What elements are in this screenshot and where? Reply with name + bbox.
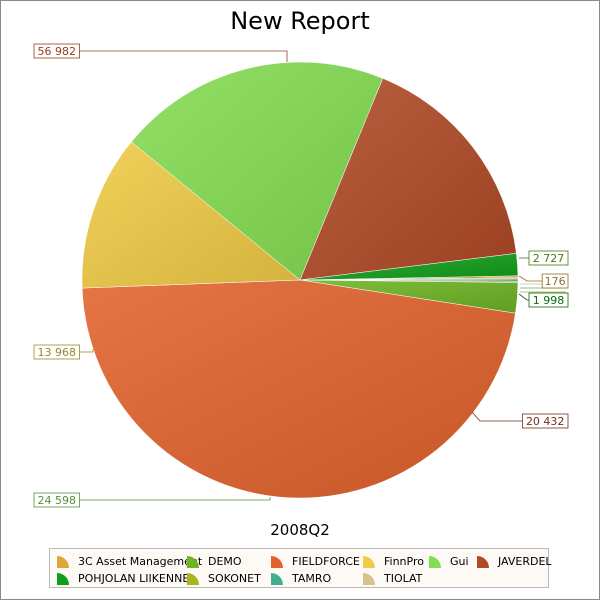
legend-swatch-fieldforce — [271, 555, 283, 568]
data-label-box-demo — [528, 250, 569, 266]
chart-title: New Report — [230, 7, 370, 35]
legend-label: DEMO — [208, 555, 242, 568]
legend-item-tiolat: TIOLAT — [362, 571, 422, 586]
data-label-box-pohjolan-liikenne — [528, 292, 569, 308]
legend-label: 3C Asset Management — [78, 555, 203, 568]
legend-label: FIELDFORCE — [292, 555, 360, 568]
leader-line-3c-asset-management — [518, 275, 543, 282]
legend-item-fieldforce: FIELDFORCE — [270, 554, 360, 569]
legend-item-demo: DEMO — [186, 554, 242, 569]
legend-label: TIOLAT — [384, 572, 423, 585]
legend-swatch-sokonet — [187, 572, 199, 585]
data-label-box-gui — [33, 492, 80, 508]
leader-line-pohjolan-liikenne — [518, 293, 529, 301]
legend-item-tamro: TAMRO — [270, 571, 331, 586]
legend-swatch-tiolat — [363, 572, 375, 585]
legend-swatch-3c-asset-management — [57, 555, 69, 568]
legend-label: JAVERDEL — [498, 555, 552, 568]
leader-line-javerdel — [471, 411, 523, 422]
legend-item-sokonet: SOKONET — [186, 571, 261, 586]
pie-slice-fieldforce — [81, 279, 516, 499]
legend-swatch-javerdel — [477, 555, 489, 568]
legend-swatch-demo — [187, 555, 199, 568]
legend-label: Gui — [450, 555, 469, 568]
legend-item-javerdel: JAVERDEL — [476, 554, 552, 569]
legend-item-gui: Gui — [428, 554, 469, 569]
pie-slice-gui — [131, 61, 384, 281]
legend-item-finnpro: FinnPro — [362, 554, 424, 569]
legend-swatch-finnpro — [363, 555, 375, 568]
legend-item-pohjolan-liikenne: POHJOLAN LIIKENNE — [56, 571, 189, 586]
data-label-box-fieldforce — [33, 43, 80, 59]
legend-swatch-pohjolan-liikenne — [57, 572, 69, 585]
legend-label: SOKONET — [208, 572, 261, 585]
legend-swatch-tamro — [271, 572, 283, 585]
legend-swatch-gui — [429, 555, 441, 568]
data-label-3c-asset-management: 176 — [545, 275, 566, 288]
data-label-finnpro: 13 968 — [38, 346, 77, 359]
pie-slice-finnpro — [81, 141, 301, 289]
leader-line-gui — [79, 497, 271, 501]
data-label-box-javerdel — [522, 413, 569, 429]
legend-item-3c-asset-management: 3C Asset Management — [56, 554, 202, 569]
data-label-pohjolan-liikenne: 1 998 — [533, 294, 565, 307]
data-label-demo: 2 727 — [533, 252, 565, 265]
leader-line-fieldforce — [79, 50, 288, 62]
pie-slice-pohjolan-liikenne — [299, 253, 519, 281]
data-label-javerdel: 20 432 — [526, 415, 565, 428]
legend-label: TAMRO — [292, 572, 332, 585]
leader-line-finnpro — [79, 349, 94, 353]
data-label-box-3c-asset-management — [541, 273, 569, 289]
legend-label: POHJOLAN LIIKENNE — [78, 572, 190, 585]
data-label-fieldforce: 56 982 — [38, 45, 77, 58]
legend-label: FinnPro — [384, 555, 424, 568]
data-label-gui: 24 598 — [38, 494, 77, 507]
chart-legend: 3C Asset Management DEMO FIELDFORCE FinnPro… — [49, 548, 552, 588]
data-label-box-finnpro — [33, 344, 80, 360]
chart-subtitle: 2008Q2 — [270, 521, 330, 539]
pie-slice-javerdel — [299, 78, 517, 281]
